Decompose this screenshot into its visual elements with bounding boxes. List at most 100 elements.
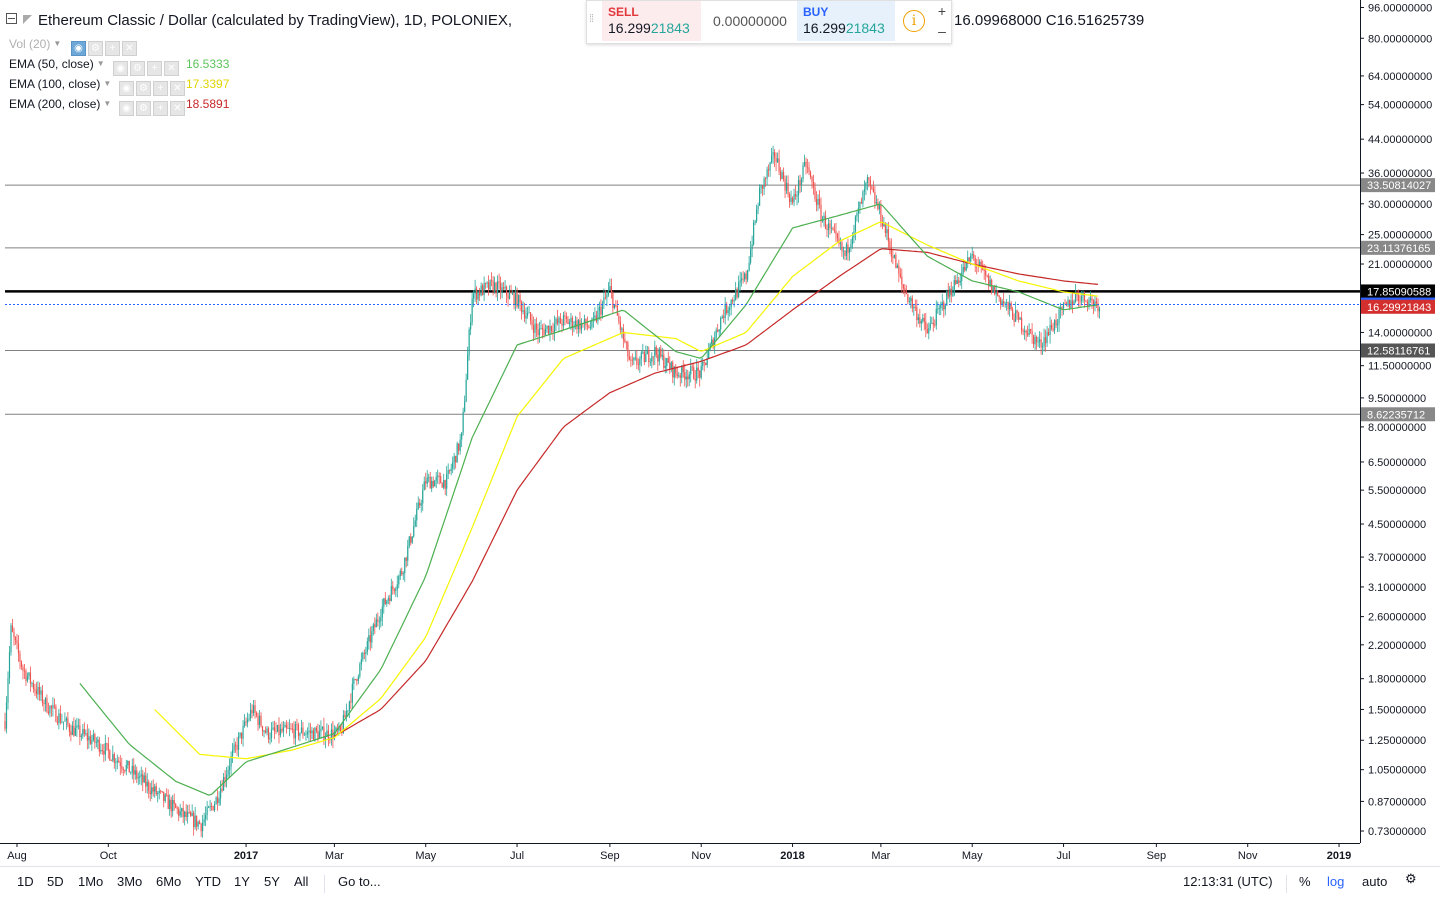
- candle-body: [594, 315, 596, 318]
- minus-button[interactable]: –: [938, 23, 946, 39]
- indicator-vol[interactable]: Vol (20) ▼ ◉ ⚙ + ✕: [9, 37, 137, 56]
- range-1mo[interactable]: 1Mo: [78, 874, 104, 889]
- sell-button[interactable]: SELL 16.29921843: [602, 1, 701, 41]
- candle-body: [534, 323, 536, 333]
- collapse-icon[interactable]: [6, 13, 17, 24]
- eye-icon[interactable]: ◉: [119, 81, 134, 96]
- candle: [125, 759, 127, 776]
- plus-icon[interactable]: +: [153, 81, 168, 96]
- eye-icon[interactable]: ◉: [119, 101, 134, 116]
- range-1d[interactable]: 1D: [17, 874, 34, 889]
- candle: [925, 312, 927, 338]
- close-icon[interactable]: ✕: [170, 81, 185, 96]
- candle: [841, 239, 843, 257]
- candle-body: [479, 291, 481, 296]
- candle-body: [991, 279, 993, 293]
- candle-body: [369, 635, 371, 643]
- indicator-ema100[interactable]: EMA (100, close) ▼ ◉ ⚙ + ✕ 17.3397: [9, 77, 229, 96]
- candle: [1080, 290, 1083, 306]
- plus-icon[interactable]: +: [147, 61, 162, 76]
- buy-button[interactable]: BUY 16.29921843: [797, 1, 895, 41]
- candle: [1015, 301, 1017, 322]
- candle: [220, 780, 222, 806]
- candle-body: [757, 205, 759, 210]
- close-icon[interactable]: ✕: [170, 101, 185, 116]
- candle-body: [875, 202, 877, 204]
- candle-body: [1050, 324, 1053, 329]
- log-toggle[interactable]: log: [1327, 874, 1345, 889]
- drag-handle-icon[interactable]: ⁞⁞: [589, 13, 594, 25]
- settings-icon[interactable]: ⚙: [136, 101, 151, 116]
- candle: [1040, 332, 1042, 355]
- info-icon[interactable]: i: [903, 10, 925, 32]
- candle: [896, 263, 898, 269]
- candle-body: [143, 775, 145, 783]
- level-price-tag: 17.85090588: [1361, 284, 1435, 299]
- candle-body: [53, 705, 56, 707]
- candle: [964, 263, 966, 273]
- indicator-label: EMA (200, close): [9, 97, 101, 111]
- candle-body: [396, 584, 398, 590]
- candle-body: [675, 366, 677, 374]
- candle-body: [31, 683, 33, 684]
- candle: [678, 371, 680, 378]
- time-tick-label: Jul: [510, 850, 524, 862]
- candle-body: [1094, 301, 1096, 307]
- candle-body: [664, 366, 666, 368]
- candle: [901, 268, 903, 294]
- candle-body: [447, 470, 449, 475]
- candle-body: [621, 328, 623, 330]
- candle: [782, 167, 785, 182]
- candle: [613, 304, 615, 310]
- candle: [8, 645, 11, 685]
- gear-icon[interactable]: ⚙: [1405, 871, 1417, 886]
- candle-body: [245, 721, 247, 723]
- chevron-down-icon[interactable]: ▼: [103, 79, 112, 88]
- auto-toggle[interactable]: auto: [1362, 874, 1388, 889]
- candle-body: [441, 483, 443, 488]
- chevron-down-icon[interactable]: ▼: [103, 99, 112, 108]
- candle: [17, 635, 20, 662]
- settings-icon[interactable]: ⚙: [130, 61, 145, 76]
- candle-body: [488, 282, 490, 290]
- plus-icon[interactable]: +: [153, 101, 168, 116]
- flag-icon[interactable]: [23, 15, 32, 24]
- candle-body: [440, 476, 442, 484]
- settings-icon[interactable]: ⚙: [88, 41, 103, 56]
- candle-body: [302, 727, 304, 735]
- close-icon[interactable]: ✕: [122, 41, 137, 56]
- range-1y[interactable]: 1Y: [234, 874, 250, 889]
- candle-body: [308, 730, 310, 733]
- candle: [781, 169, 783, 180]
- chevron-down-icon[interactable]: ▼: [53, 39, 62, 48]
- candle: [565, 312, 568, 324]
- range-ytd[interactable]: YTD: [195, 874, 221, 889]
- candle-body: [324, 737, 327, 741]
- candle-body: [320, 728, 322, 732]
- clock[interactable]: 12:13:31 (UTC): [1183, 874, 1273, 889]
- candle: [279, 723, 282, 738]
- indicator-ema50[interactable]: EMA (50, close) ▼ ◉ ⚙ + ✕ 16.5333: [9, 57, 229, 76]
- chevron-down-icon[interactable]: ▼: [96, 59, 105, 68]
- close-icon[interactable]: ✕: [164, 61, 179, 76]
- indicator-ema200[interactable]: EMA (200, close) ▼ ◉ ⚙ + ✕ 18.5891: [9, 97, 229, 116]
- price-tick-label: 2.20000000: [1368, 640, 1426, 652]
- range-5y[interactable]: 5Y: [264, 874, 280, 889]
- range-all[interactable]: All: [294, 874, 309, 889]
- price-chart[interactable]: 96.0000000080.0000000064.0000000054.0000…: [0, 0, 1440, 866]
- eye-icon[interactable]: ◉: [113, 61, 128, 76]
- candle: [282, 720, 285, 737]
- range-5d[interactable]: 5D: [47, 874, 64, 889]
- percent-toggle[interactable]: %: [1299, 874, 1311, 889]
- candle: [832, 226, 834, 231]
- settings-icon[interactable]: ⚙: [136, 81, 151, 96]
- plus-button[interactable]: +: [937, 3, 947, 19]
- range-3mo[interactable]: 3Mo: [117, 874, 143, 889]
- range-6mo[interactable]: 6Mo: [156, 874, 182, 889]
- plus-icon[interactable]: +: [105, 41, 120, 56]
- candle: [631, 353, 633, 366]
- candle: [410, 533, 412, 546]
- eye-icon[interactable]: ◉: [71, 41, 86, 56]
- goto-button[interactable]: Go to...: [338, 874, 381, 889]
- candle: [724, 297, 726, 325]
